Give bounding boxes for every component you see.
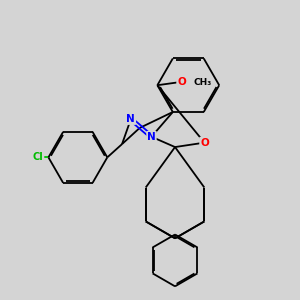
Text: N: N [147,132,156,142]
Text: Cl: Cl [33,152,44,162]
Text: N: N [127,114,135,124]
Text: CH₃: CH₃ [193,78,212,87]
Text: O: O [177,77,186,87]
Text: O: O [200,138,209,148]
